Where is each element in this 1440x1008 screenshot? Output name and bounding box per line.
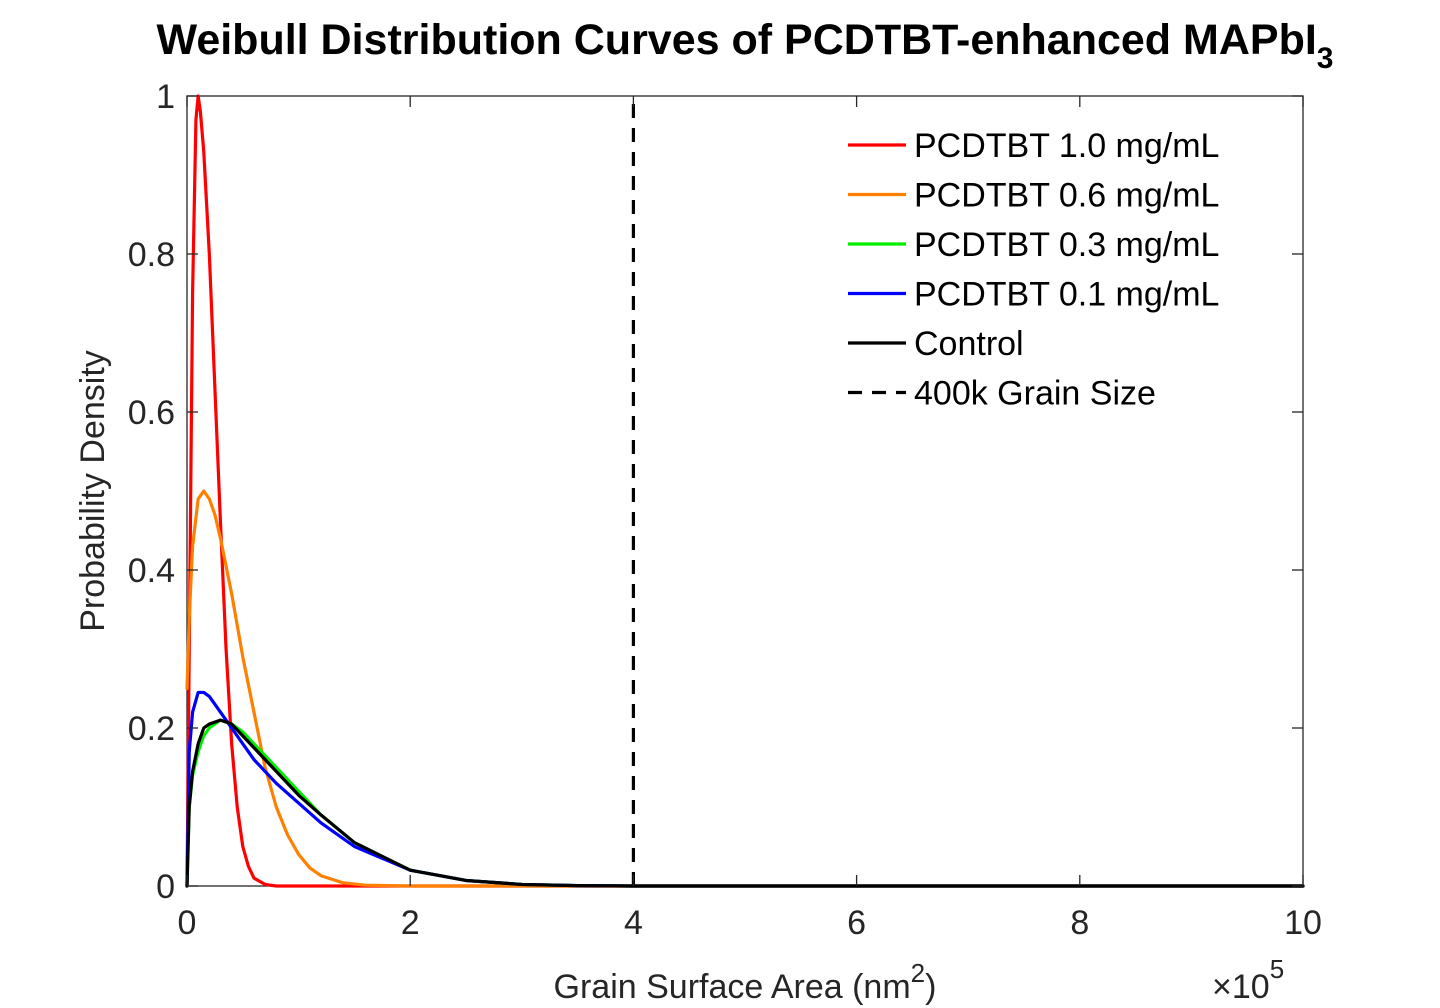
- legend-label-0: PCDTBT 1.0 mg/mL: [914, 127, 1219, 165]
- x-tick-label-3: 6: [847, 904, 866, 942]
- x-tick-label-4: 8: [1070, 904, 1089, 942]
- y-tick-label-2: 0.4: [128, 552, 175, 590]
- x-tick-label-1: 2: [401, 904, 420, 942]
- x-tick-label-0: 0: [178, 904, 197, 942]
- chart-title: Weibull Distribution Curves of PCDTBT-en…: [157, 16, 1334, 75]
- ticks-group: 0 2 4 6 8 10 0 0.2 0.4 0.6 0.8 1: [128, 78, 1322, 942]
- y-axis-label: Probability Density: [74, 350, 112, 632]
- legend-label-1: PCDTBT 0.6 mg/mL: [914, 177, 1219, 215]
- chart-title-subscript: 3: [1317, 42, 1334, 75]
- y-tick-label-5: 1: [156, 78, 175, 116]
- y-tick-label-0: 0: [156, 868, 175, 906]
- series-line-4: [185, 718, 1305, 888]
- x-axis-label: Grain Surface Area (nm2): [554, 958, 937, 1006]
- legend-label-4: Control: [914, 325, 1024, 363]
- chart-title-main: Weibull Distribution Curves of PCDTBT-en…: [157, 16, 1317, 64]
- legend-label-2: PCDTBT 0.3 mg/mL: [914, 226, 1219, 264]
- y-tick-label-4: 0.8: [128, 236, 175, 274]
- x-axis-multiplier: ×105: [1212, 954, 1284, 1006]
- x-axis-multiplier-exponent: 5: [1270, 954, 1284, 984]
- series-line-0: [185, 94, 1305, 888]
- y-tick-label-3: 0.6: [128, 394, 175, 432]
- x-axis-label-suffix: ): [925, 968, 936, 1006]
- x-axis-multiplier-prefix: ×10: [1212, 968, 1270, 1006]
- legend-label-5: 400k Grain Size: [914, 375, 1156, 413]
- series-group: [185, 94, 1305, 888]
- legend: PCDTBT 1.0 mg/mL PCDTBT 0.6 mg/mL PCDTBT 0…: [848, 127, 1219, 413]
- legend-label-3: PCDTBT 0.1 mg/mL: [914, 276, 1219, 314]
- series-line-1: [185, 489, 1305, 888]
- plot-area: [186, 95, 1304, 887]
- x-tick-label-5: 10: [1284, 904, 1322, 942]
- x-tick-label-2: 4: [624, 904, 643, 942]
- x-axis-label-superscript: 2: [911, 958, 925, 988]
- y-tick-label-1: 0.2: [128, 710, 175, 748]
- x-axis-label-main: Grain Surface Area (nm: [554, 968, 911, 1006]
